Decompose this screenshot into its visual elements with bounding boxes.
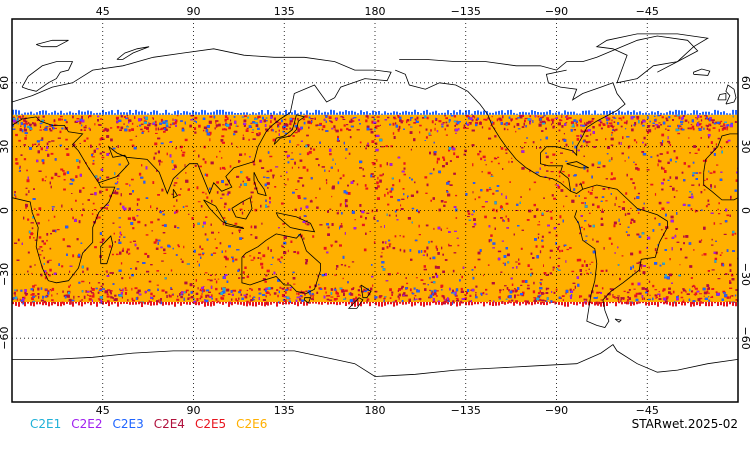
legend-item-c2e5: C2E5 bbox=[194, 417, 227, 431]
legend-item-c2e6: C2E6 bbox=[236, 417, 268, 431]
observation-coverage-band bbox=[12, 109, 738, 307]
coastline bbox=[399, 35, 699, 73]
coastline bbox=[253, 172, 267, 197]
left-lat-label: −30 bbox=[0, 263, 11, 286]
top-lon-label: −135 bbox=[451, 5, 481, 18]
legend-item-c2e1: C2E1 bbox=[30, 417, 62, 431]
graticule bbox=[12, 19, 738, 402]
coastline bbox=[203, 199, 227, 225]
coastline bbox=[360, 284, 372, 299]
top-lon-label: −45 bbox=[636, 5, 659, 18]
bottom-longitude-labels: 45 90 135 180 −135 −90 −45 bbox=[96, 404, 659, 417]
bottom-lon-label: −135 bbox=[451, 404, 481, 417]
coastline bbox=[12, 182, 116, 284]
coastline bbox=[566, 161, 589, 169]
coastline bbox=[574, 184, 668, 328]
left-latitude-labels: 60 30 0 −30 −60 bbox=[0, 76, 11, 350]
right-lat-label: −30 bbox=[739, 263, 750, 286]
bottom-lon-label: 180 bbox=[365, 404, 386, 417]
top-lon-label: 90 bbox=[187, 5, 201, 18]
top-lon-label: 180 bbox=[365, 5, 386, 18]
coastline bbox=[21, 61, 74, 92]
top-lon-label: 45 bbox=[96, 5, 110, 18]
coastline bbox=[241, 233, 321, 294]
right-lat-label: −60 bbox=[739, 327, 750, 350]
bottom-lon-label: −45 bbox=[636, 404, 659, 417]
right-lat-label: 60 bbox=[739, 76, 750, 90]
left-lat-label: −60 bbox=[0, 327, 11, 350]
coastline bbox=[540, 69, 626, 192]
top-lon-label: −90 bbox=[545, 5, 568, 18]
coastline bbox=[703, 133, 738, 173]
coastline bbox=[225, 222, 245, 229]
legend-item-c2e2: C2E2 bbox=[71, 417, 103, 431]
coastline bbox=[12, 48, 392, 195]
left-lat-label: 0 bbox=[0, 207, 11, 214]
coastline bbox=[304, 297, 312, 304]
coastline bbox=[703, 172, 738, 201]
left-lat-label: 60 bbox=[0, 76, 11, 90]
coastline bbox=[347, 297, 364, 309]
coastline bbox=[693, 68, 711, 76]
coastline bbox=[395, 69, 584, 194]
right-latitude-labels: 60 30 0 −30 −60 bbox=[739, 76, 750, 350]
coastline bbox=[725, 84, 737, 105]
coastline bbox=[100, 235, 114, 265]
coastline bbox=[717, 93, 727, 101]
bottom-lon-label: −90 bbox=[545, 404, 568, 417]
coastlines bbox=[12, 33, 738, 377]
coastline bbox=[595, 33, 709, 84]
bottom-lon-label: 45 bbox=[96, 404, 110, 417]
coastline bbox=[36, 39, 69, 48]
coastline bbox=[275, 212, 316, 233]
product-label: STARwet.2025-02 bbox=[631, 417, 738, 431]
right-lat-label: 30 bbox=[739, 140, 750, 154]
map-frame bbox=[11, 18, 739, 403]
bottom-lon-label: 90 bbox=[187, 404, 201, 417]
coastline bbox=[231, 197, 253, 220]
coastline bbox=[12, 344, 738, 377]
coastline bbox=[614, 318, 622, 323]
legend: C2E1 C2E2 C2E3 C2E4 C2E5 C2E6 bbox=[30, 417, 267, 431]
top-lon-label: 135 bbox=[274, 5, 295, 18]
legend-item-c2e3: C2E3 bbox=[112, 417, 144, 431]
coastline bbox=[116, 46, 150, 60]
coastline bbox=[273, 114, 306, 145]
bottom-lon-label: 135 bbox=[274, 404, 295, 417]
right-lat-label: 0 bbox=[739, 207, 750, 214]
left-lat-label: 30 bbox=[0, 140, 11, 154]
coastline bbox=[172, 188, 178, 199]
legend-item-c2e4: C2E4 bbox=[153, 417, 185, 431]
coverage-edge bbox=[12, 302, 737, 307]
coverage-fill bbox=[12, 114, 738, 302]
top-longitude-labels: 45 90 135 180 −135 −90 −45 bbox=[96, 5, 659, 18]
